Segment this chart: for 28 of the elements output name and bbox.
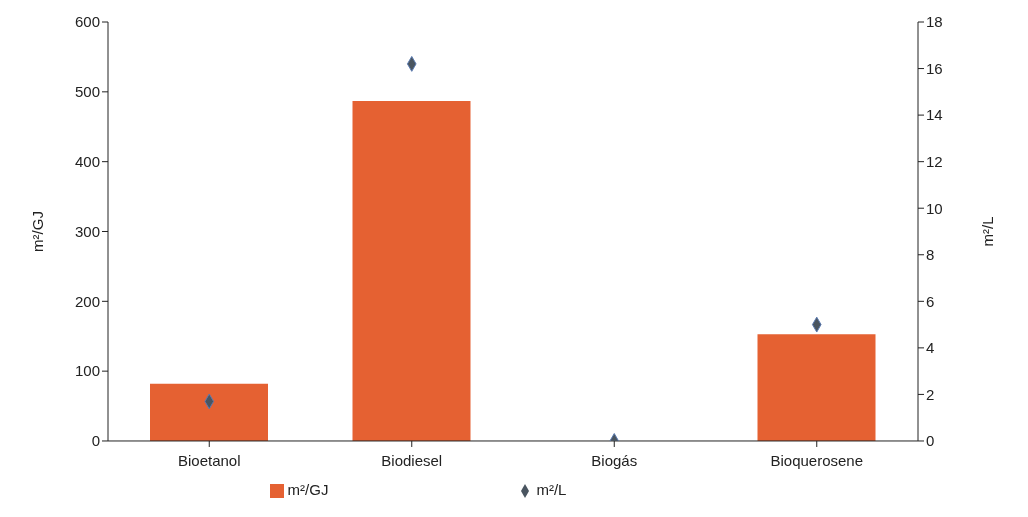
bar [352, 100, 471, 441]
x-tick-label: Biogás [591, 451, 638, 469]
legend-label: m²/GJ [287, 480, 329, 498]
bar [757, 334, 876, 441]
y2-tick-label: 2 [926, 385, 935, 403]
y-tick-label: 200 [74, 292, 100, 310]
y2-axis-title: m²/L [979, 216, 997, 247]
y-tick-label: 400 [74, 152, 100, 170]
y2-tick-label: 0 [926, 432, 935, 450]
x-tick-label: Biodiesel [381, 451, 443, 469]
x-tick-label: Bioetanol [177, 451, 241, 469]
bar [150, 383, 268, 441]
y2-tick-label: 4 [926, 339, 935, 357]
y2-tick-label: 12 [926, 152, 943, 170]
y2-tick-label: 18 [926, 13, 943, 31]
legend-label: m²/L [536, 480, 567, 498]
y-tick-label: 0 [91, 432, 100, 450]
y2-tick-label: 8 [926, 246, 935, 264]
y-tick-label: 500 [74, 83, 100, 101]
y2-tick-label: 16 [926, 59, 943, 77]
y2-tick-label: 14 [926, 106, 943, 124]
y-axis-title: m²/GJ [29, 211, 47, 252]
x-tick-label: Bioquerosene [770, 451, 864, 469]
y-tick-label: 600 [74, 13, 100, 31]
y-tick-label: 300 [74, 222, 100, 240]
y2-tick-label: 10 [926, 199, 943, 217]
y2-tick-label: 6 [926, 292, 935, 310]
y-tick-label: 100 [74, 362, 100, 380]
